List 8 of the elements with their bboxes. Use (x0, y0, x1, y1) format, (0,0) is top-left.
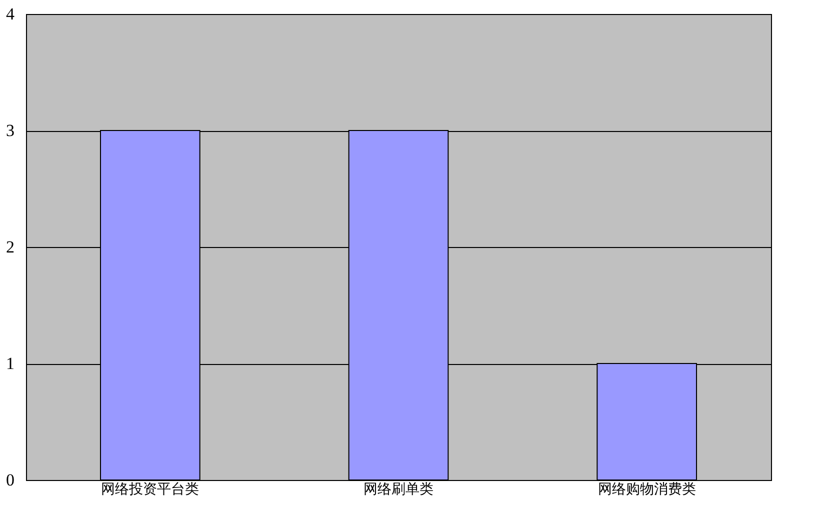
x-tick-label: 网络购物消费类 (598, 482, 696, 498)
y-tick-label: 1 (6, 354, 14, 373)
x-tick-label: 网络刷单类 (364, 482, 434, 498)
x-tick-label: 网络投资平台类 (101, 482, 200, 498)
y-tick-label: 0 (6, 470, 14, 490)
y-tick-label: 3 (6, 121, 14, 140)
y-tick-label: 2 (6, 238, 14, 256)
y-tick-label: 4 (6, 4, 15, 24)
